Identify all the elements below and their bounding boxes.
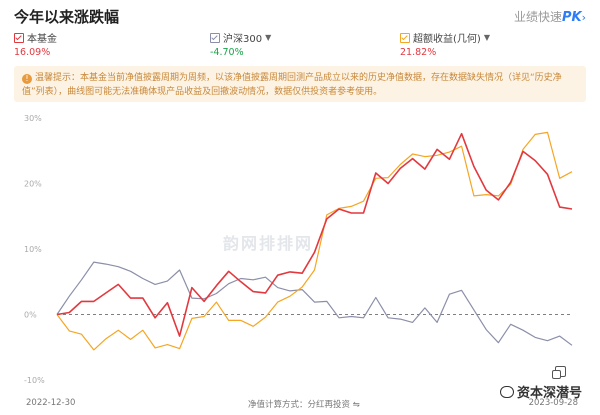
legend-value: -4.70% [210,47,244,58]
calc-mode-toggle[interactable]: 净值计算方式：分红再投资 ⇋ [248,398,360,410]
checkbox-icon[interactable] [14,32,24,43]
legend-item-csi300[interactable]: 沪深300 ▼ -4.70% [210,30,271,58]
y-tick-label: -10% [24,376,45,385]
warning-icon: ! [22,74,32,84]
legend-label: 超额收益(几何) [413,34,481,45]
y-tick-label: 10% [24,245,42,254]
x-end-date: 2023-09-28 [528,398,578,408]
chevron-right-icon: › [581,11,586,24]
wechat-icon [500,386,514,398]
chart-title: 今年以来涨跌幅 [14,8,120,26]
pk-text: 业绩快速 [513,10,562,24]
copy-icon[interactable] [552,366,566,379]
calc-mode-label: 净值计算方式：分红再投资 [248,400,351,410]
legend-item-fund[interactable]: 本基金 16.09% [14,30,57,58]
legend-label: 本基金 [27,34,57,45]
caret-down-icon[interactable]: ▼ [265,33,272,42]
x-start-date: 2022-12-30 [26,398,76,408]
legend-item-excess[interactable]: 超额收益(几何) ▼ 21.82% [400,30,490,58]
account-name: 资本深潜号 [517,386,583,401]
y-tick-label: 30% [24,114,42,123]
y-tick-label: 0% [24,311,37,320]
checkbox-icon[interactable] [400,32,410,43]
pk-logo-icon: PK [561,10,582,25]
chart-header: 今年以来涨跌幅 业绩快速PK› [14,6,586,28]
series-line-excess [56,131,573,351]
watermark-text: 韵网排排网 [223,234,313,253]
checkbox-icon[interactable] [210,32,220,43]
wechat-account-overlay: 资本深潜号 [500,382,582,401]
notice-banner: ! 温馨提示：本基金当前净值披露周期为周频，以该净值披露周期回测产品成立以来的历史… [14,66,586,102]
series-line-csi300 [56,261,573,346]
caret-down-icon[interactable]: ▼ [483,33,490,42]
line-chart: 韵网排排网 30% 20% 10% 0% -10% [24,114,573,385]
series-line-fund [56,132,573,337]
notice-text: 温馨提示：本基金当前净值披露周期为周频，以该净值披露周期回测产品成立以来的历史净… [22,73,562,97]
legend-value: 16.09% [14,47,51,58]
swap-icon[interactable]: ⇋ [352,400,360,410]
performance-pk-link[interactable]: 业绩快速PK› [514,8,586,25]
legend: 本基金 16.09% 沪深300 ▼ -4.70% 超额收益(几何) ▼ 21.… [14,30,586,58]
chart-footer: 2022-12-30 净值计算方式：分红再投资 ⇋ 2023-09-28 [0,398,600,412]
legend-value: 21.82% [400,47,437,58]
y-tick-label: 20% [24,180,42,189]
legend-label: 沪深300 [223,34,263,45]
